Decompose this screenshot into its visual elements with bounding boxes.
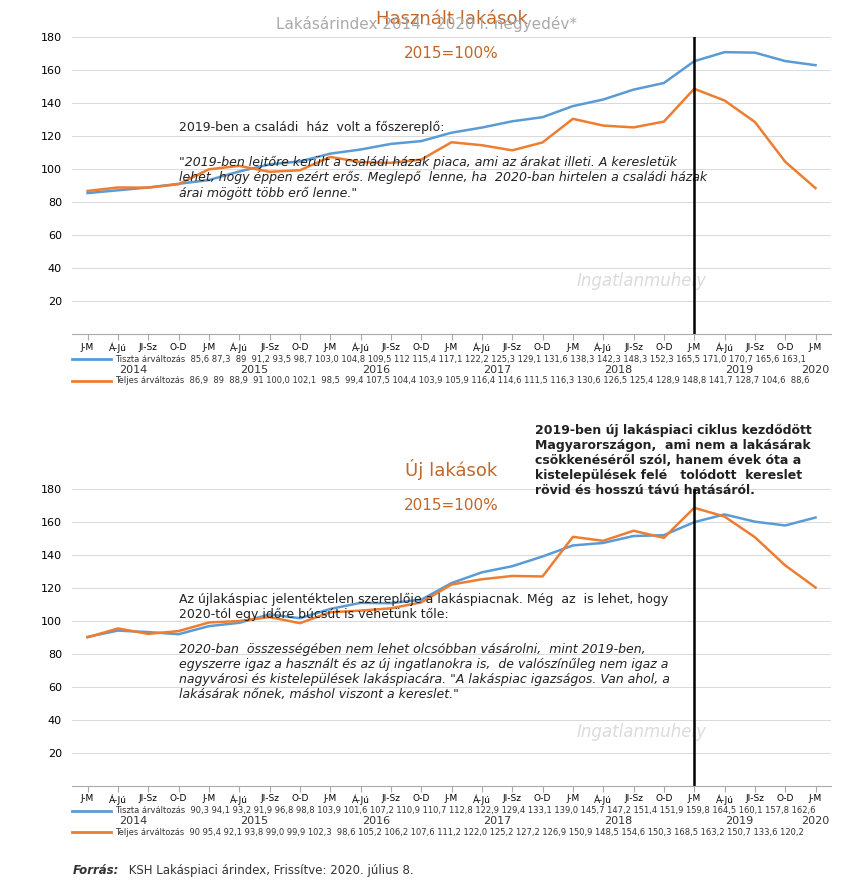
Text: 2014: 2014: [119, 365, 147, 375]
Text: 2018: 2018: [604, 365, 632, 375]
Text: 2015=100%: 2015=100%: [404, 46, 499, 61]
Text: 2019: 2019: [726, 365, 754, 375]
Text: 2015: 2015: [240, 365, 268, 375]
Text: Ingatlanmuhely: Ingatlanmuhely: [576, 724, 706, 741]
Text: 2020-ban  összességében nem lehet olcsóbban vásárolni,  mint 2019-ben,
egyszerre: 2020-ban összességében nem lehet olcsóbb…: [179, 643, 670, 702]
Text: Tiszta árváltozás  85,6 87,3  89  91,2 93,5 98,7 103,0 104,8 109,5 112 115,4 117: Tiszta árváltozás 85,6 87,3 89 91,2 93,5…: [115, 354, 806, 364]
Text: Új lakások: Új lakások: [406, 459, 498, 480]
Text: 2018: 2018: [604, 816, 632, 827]
Text: Forrás:: Forrás:: [72, 864, 118, 877]
Text: KSH Lakáspiaci árindex, Frissítve: 2020. július 8.: KSH Lakáspiaci árindex, Frissítve: 2020.…: [125, 864, 414, 877]
Text: 2016: 2016: [361, 816, 390, 827]
Text: 2019: 2019: [726, 816, 754, 827]
Text: 2015=100%: 2015=100%: [404, 498, 499, 512]
Text: Tiszta árváltozás  90,3 94,1 93,2 91,9 96,8 98,8 103,9 101,6 107,2 110,9 110,7 1: Tiszta árváltozás 90,3 94,1 93,2 91,9 96…: [115, 806, 815, 815]
Text: Ingatlanmuhely: Ingatlanmuhely: [576, 272, 706, 289]
Text: Lakásárindex 2014 - 2020 I. negyedév*: Lakásárindex 2014 - 2020 I. negyedév*: [275, 16, 577, 32]
Text: 2014: 2014: [119, 816, 147, 827]
Text: Teljes árváltozás  90 95,4 92,1 93,8 99,0 99,9 102,3  98,6 105,2 106,2 107,6 111: Teljes árváltozás 90 95,4 92,1 93,8 99,0…: [115, 828, 803, 836]
Text: Használt lakások: Használt lakások: [376, 11, 527, 28]
Text: Az újlakáspiac jelentéktelen szereplője a lakáspiacnak. Még  az  is lehet, hogy
: Az újlakáspiac jelentéktelen szereplője …: [179, 593, 668, 621]
Text: 2020: 2020: [802, 365, 830, 375]
Text: 2017: 2017: [483, 365, 511, 375]
Text: 2017: 2017: [483, 816, 511, 827]
Text: 2019-ben új lakáspiaci ciklus kezdődött
Magyarországon,  ami nem a lakásárak
csö: 2019-ben új lakáspiaci ciklus kezdődött …: [535, 424, 812, 496]
Text: 2015: 2015: [240, 816, 268, 827]
Text: 2019-ben a családi  ház  volt a főszereplő:: 2019-ben a családi ház volt a főszereplő…: [179, 121, 444, 133]
Text: Teljes árváltozás  86,9  89  88,9  91 100,0 102,1  98,5  99,4 107,5 104,4 103,9 : Teljes árváltozás 86,9 89 88,9 91 100,0 …: [115, 376, 809, 385]
Text: 2020: 2020: [802, 816, 830, 827]
Text: 2016: 2016: [361, 365, 390, 375]
Text: "2019-ben lejtőre került a családi házak piaca, ami az árakat illeti. A kereslet: "2019-ben lejtőre került a családi házak…: [179, 156, 706, 200]
